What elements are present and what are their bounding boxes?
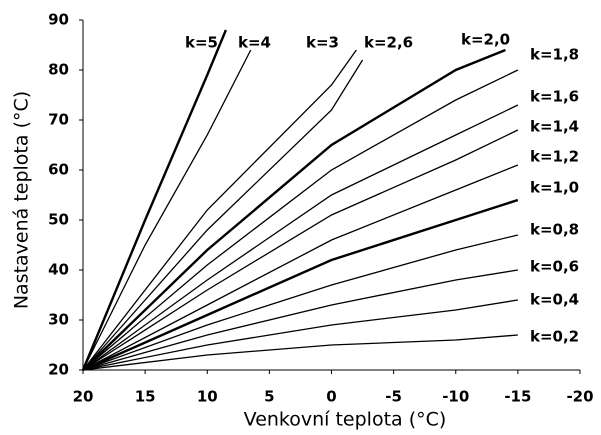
- curve: [82, 234, 519, 371]
- series-label: k=1,0: [530, 179, 579, 197]
- x-tick-label: 10: [197, 388, 218, 406]
- y-tick-label: 60: [48, 161, 69, 179]
- series-label: k=4: [238, 34, 271, 52]
- curve: [82, 49, 357, 371]
- x-tick-label: 5: [264, 388, 274, 406]
- y-tick-label: 30: [48, 311, 69, 329]
- series-label: k=2,0: [461, 31, 510, 49]
- x-tick-label: 0: [326, 388, 336, 406]
- series-label: k=1,2: [530, 148, 579, 166]
- series-label: k=3: [306, 34, 339, 52]
- curve: [82, 164, 519, 371]
- y-tick-label: 70: [48, 111, 69, 129]
- x-axis-label: Venkovní teplota (°C): [244, 409, 447, 431]
- curve: [82, 48, 506, 371]
- series-label: k=1,8: [530, 46, 579, 64]
- x-tick-label: -10: [442, 388, 469, 406]
- series-label: k=1,4: [530, 118, 579, 136]
- x-tick-label: -5: [385, 388, 402, 406]
- series-label: k=0,4: [530, 291, 579, 309]
- curve: [82, 334, 518, 371]
- x-tick-label: 15: [135, 388, 156, 406]
- curve: [82, 129, 519, 371]
- series-label: k=2,6: [364, 34, 413, 52]
- series-label: k=0,6: [530, 258, 579, 276]
- x-tick-label: 20: [73, 388, 94, 406]
- y-tick-label: 20: [48, 361, 69, 379]
- series-label: k=0,8: [530, 221, 579, 239]
- y-tick-label: 90: [48, 11, 69, 29]
- x-tick-label: -15: [504, 388, 531, 406]
- curve: [82, 299, 518, 371]
- series-label: k=5: [185, 34, 218, 52]
- y-tick-label: 80: [48, 61, 69, 79]
- curve: [82, 69, 519, 371]
- curve: [82, 59, 364, 371]
- y-axis-label: Nastavená teplota (°C): [11, 91, 33, 309]
- curve: [82, 49, 252, 371]
- y-tick-label: 50: [48, 211, 69, 229]
- curve: [82, 269, 518, 371]
- series-label: k=0,2: [530, 328, 579, 346]
- curve: [81, 29, 227, 371]
- curve: [82, 198, 519, 372]
- curve: [82, 104, 519, 371]
- y-tick-label: 40: [48, 261, 69, 279]
- series-label: k=1,6: [530, 88, 579, 106]
- x-tick-label: -20: [566, 388, 593, 406]
